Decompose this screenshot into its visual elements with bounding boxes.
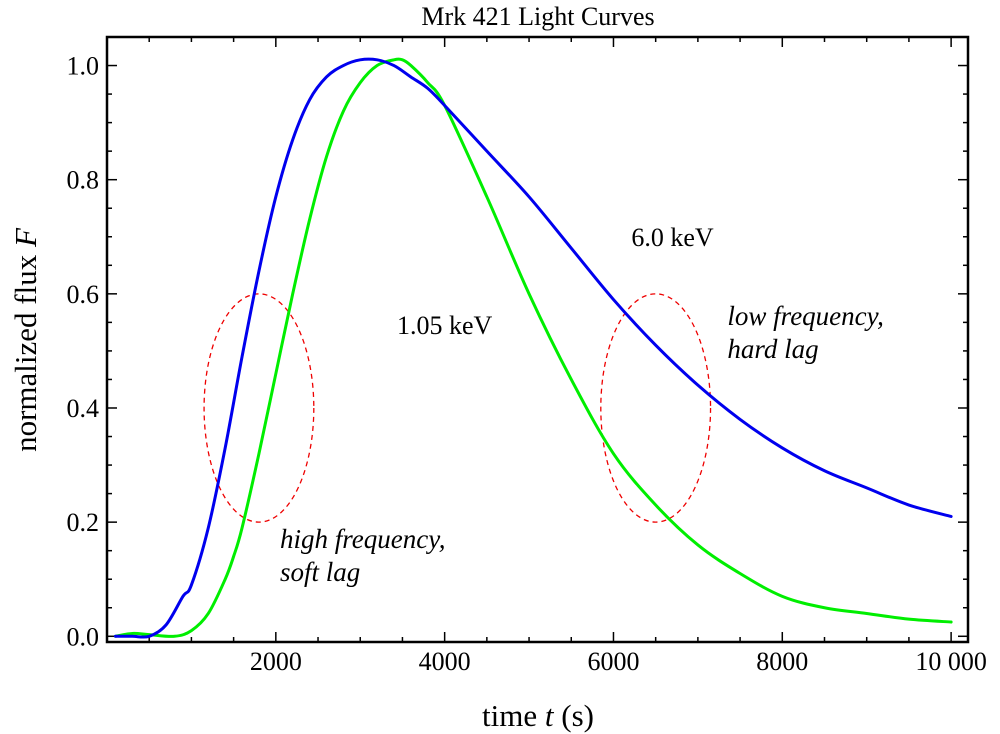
series-lines [113, 57, 953, 639]
series-label: 1.05 keV [397, 311, 493, 340]
x-tick-label: 10 000 [915, 647, 987, 676]
ticks: 2000 4000 6000 8000 10 000 0.0 0.2 0.4 0.6 0.8 1.0 [67, 37, 987, 676]
y-tick-label: 0.8 [67, 166, 100, 195]
plot-frame [105, 35, 970, 644]
chart-title: Mrk 421 Light Curves [421, 2, 654, 31]
annotation-low-frequency: low frequency, hard lag [727, 301, 883, 364]
ellipses [203, 293, 712, 523]
series-line-6-0-kev [113, 57, 953, 639]
y-axis-label: normalized flux F [8, 227, 43, 452]
y-tick-label: 1.0 [67, 52, 100, 81]
series-label: 6.0 keV [631, 223, 714, 252]
x-tick-label: 4000 [419, 647, 471, 676]
y-tick-label: 0.6 [67, 280, 100, 309]
low-frequency-ellipse [600, 293, 712, 523]
annotation-high-frequency: high frequency, soft lag [280, 524, 445, 587]
series-line-1-05-kev [113, 57, 953, 638]
y-tick-label: 0.4 [67, 394, 100, 423]
annotations: high frequency, soft lag low frequency, har… [280, 301, 884, 587]
x-tick-label: 2000 [250, 647, 302, 676]
high-frequency-ellipse [203, 293, 315, 523]
x-tick-label: 6000 [587, 647, 639, 676]
x-tick-label: 8000 [756, 647, 808, 676]
series-labels: 6.0 keV 1.05 keV [397, 223, 714, 340]
y-tick-label: 0.0 [67, 622, 100, 651]
x-axis-label: time t (s) [482, 698, 594, 733]
y-tick-label: 0.2 [67, 508, 100, 537]
